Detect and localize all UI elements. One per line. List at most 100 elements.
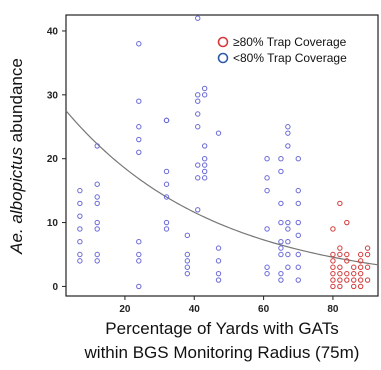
scatter-point bbox=[201, 85, 208, 92]
scatter-point bbox=[295, 251, 301, 258]
scatter-point bbox=[351, 264, 357, 270]
scatter-point bbox=[184, 251, 191, 258]
scatter-point bbox=[201, 155, 208, 162]
scatter-point bbox=[337, 245, 343, 251]
scatter-point bbox=[295, 187, 301, 194]
x-tick-label: 40 bbox=[189, 304, 201, 315]
scatter-point bbox=[330, 264, 336, 270]
scatter-point bbox=[94, 258, 100, 264]
scatter-point bbox=[163, 168, 170, 175]
scatter-point bbox=[337, 264, 343, 270]
scatter-point bbox=[337, 277, 343, 283]
scatter-point bbox=[136, 149, 142, 156]
scatter-point bbox=[278, 239, 284, 245]
scatter-point bbox=[285, 264, 291, 270]
scatter-point bbox=[337, 200, 343, 207]
scatter-point bbox=[184, 258, 191, 264]
scatter-point bbox=[94, 181, 100, 187]
scatter-point bbox=[357, 264, 364, 270]
scatter-point bbox=[357, 251, 364, 258]
y-axis-title-rest: abundance bbox=[7, 58, 26, 147]
scatter-point bbox=[195, 15, 201, 21]
x-axis-title-line1: Percentage of Yards with GATs bbox=[105, 319, 338, 338]
scatter-point bbox=[295, 200, 301, 207]
scatter-point bbox=[357, 258, 364, 264]
scatter-point bbox=[195, 207, 201, 213]
legend: ≥80% Trap Coverage <80% Trap Coverage bbox=[217, 35, 347, 65]
scatter-point bbox=[344, 270, 350, 277]
scatter-point bbox=[285, 130, 291, 136]
y-tick-label: 10 bbox=[47, 218, 59, 229]
scatter-point bbox=[278, 245, 284, 251]
scatter-point bbox=[163, 181, 170, 187]
scatter-point bbox=[163, 219, 170, 226]
y-tick-label: 30 bbox=[47, 90, 59, 101]
scatter-point bbox=[344, 277, 350, 283]
scatter-point bbox=[295, 219, 301, 226]
scatter-point bbox=[330, 226, 336, 232]
scatter-point bbox=[195, 175, 201, 181]
y-tick-label: 40 bbox=[47, 26, 59, 37]
scatter-point bbox=[364, 277, 371, 283]
scatter-point bbox=[94, 143, 100, 149]
scatter-point bbox=[295, 264, 301, 270]
legend-marker-high bbox=[217, 36, 229, 48]
y-axis-title-italic: Ae. albopictus bbox=[7, 147, 26, 255]
y-tick-label: 0 bbox=[52, 282, 58, 293]
scatter-point bbox=[330, 258, 336, 264]
scatter-point bbox=[201, 175, 208, 181]
scatter-point bbox=[357, 277, 364, 283]
data-points bbox=[77, 15, 371, 290]
scatter-point bbox=[136, 239, 142, 245]
scatter-point bbox=[330, 251, 336, 258]
scatter-point bbox=[201, 143, 208, 149]
scatter-point bbox=[94, 226, 100, 232]
scatter-point bbox=[295, 277, 301, 283]
scatter-point bbox=[285, 251, 291, 258]
scatter-point bbox=[357, 270, 364, 277]
fit-curve bbox=[65, 110, 379, 266]
scatter-point bbox=[364, 245, 371, 251]
scatter-point bbox=[337, 283, 343, 290]
scatter-point bbox=[330, 270, 336, 277]
scatter-point bbox=[278, 155, 284, 162]
scatter-point bbox=[195, 124, 201, 130]
scatter-point bbox=[163, 226, 170, 232]
scatter-point bbox=[215, 277, 222, 283]
scatter-point bbox=[278, 219, 284, 226]
scatter-point bbox=[344, 251, 350, 258]
scatter-point bbox=[136, 283, 142, 290]
x-tick-label: 20 bbox=[119, 304, 131, 315]
scatter-point bbox=[330, 283, 336, 290]
scatter-point bbox=[357, 283, 364, 290]
scatter-point bbox=[215, 270, 222, 277]
plot-frame bbox=[65, 14, 379, 297]
scatter-point bbox=[163, 117, 170, 124]
scatter-point bbox=[77, 187, 83, 194]
scatter-point bbox=[264, 270, 270, 277]
scatter-point bbox=[264, 175, 270, 181]
scatter-point bbox=[136, 98, 142, 104]
scatter-point bbox=[364, 264, 371, 270]
scatter-point bbox=[77, 226, 83, 232]
scatter-point bbox=[77, 200, 83, 207]
scatter-point bbox=[278, 168, 284, 175]
scatter-point bbox=[344, 258, 350, 264]
scatter-point bbox=[94, 194, 100, 200]
legend-label-high: ≥80% Trap Coverage bbox=[233, 35, 347, 49]
x-axis: 20 40 60 80 bbox=[119, 296, 339, 315]
x-tick-label: 80 bbox=[327, 304, 339, 315]
scatter-point bbox=[195, 162, 201, 168]
scatter-point bbox=[184, 270, 191, 277]
scatter-point bbox=[351, 277, 357, 283]
scatter-point bbox=[215, 245, 222, 251]
scatter-point bbox=[278, 251, 284, 258]
scatter-point bbox=[344, 219, 350, 226]
scatter-point bbox=[285, 219, 291, 226]
scatter-point bbox=[195, 111, 201, 117]
scatter-point bbox=[201, 162, 208, 168]
scatter-point bbox=[184, 264, 191, 270]
scatter-point bbox=[351, 270, 357, 277]
scatter-point bbox=[285, 124, 291, 130]
